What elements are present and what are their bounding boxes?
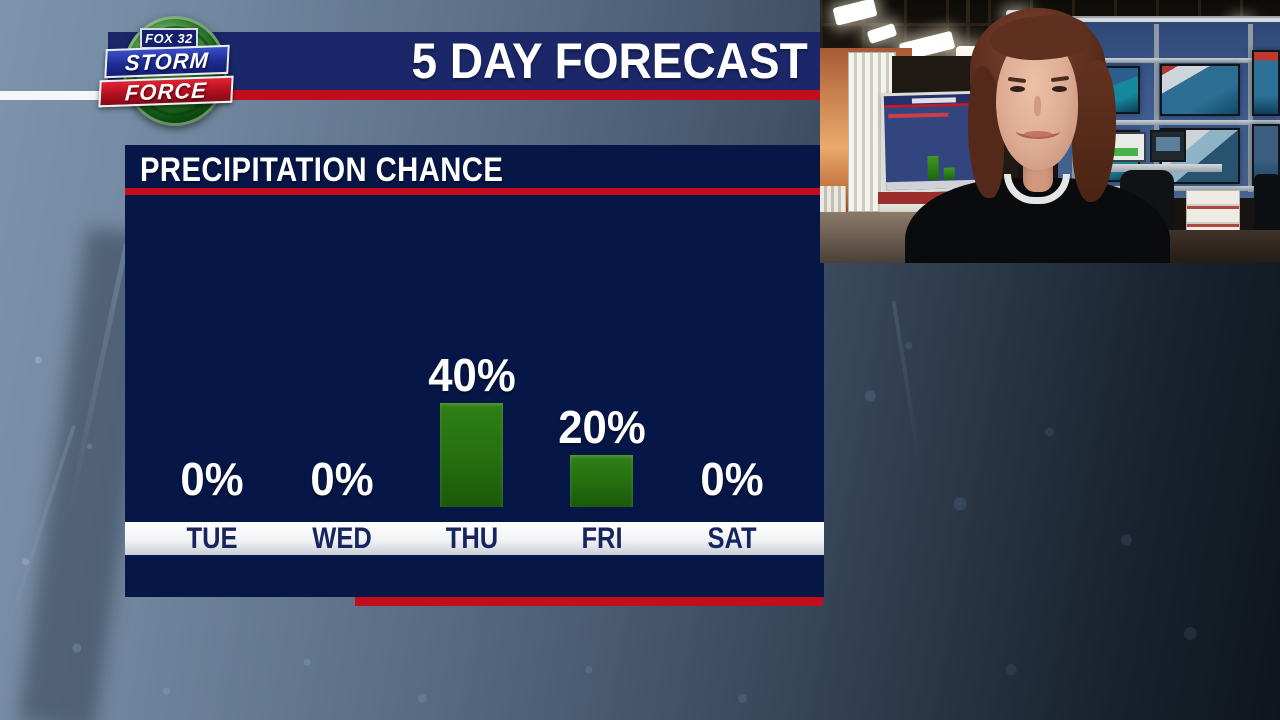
day-label-thu: THU xyxy=(445,522,499,555)
value-label-tue: 0% xyxy=(180,453,244,505)
bar-fri xyxy=(570,455,633,507)
presenter-smile xyxy=(1016,124,1060,139)
mini-bar xyxy=(927,155,939,181)
presenter-eye xyxy=(1010,86,1025,92)
mini-header xyxy=(883,93,979,109)
day-strip: TUE WED THU FRI SAT xyxy=(125,522,824,555)
mini-red-line xyxy=(888,112,949,119)
logo-storm-label: STORM xyxy=(104,44,230,79)
video-inset xyxy=(820,0,1280,263)
wall-monitor xyxy=(1252,50,1280,116)
desk-monitor xyxy=(1150,130,1186,162)
day-label-fri: FRI xyxy=(581,522,623,555)
presenter-nose xyxy=(1034,96,1041,116)
day-label-sat: SAT xyxy=(707,522,757,555)
presenter-lips xyxy=(1024,131,1052,137)
wall-mini-chart xyxy=(883,93,981,191)
header-left-white-line xyxy=(0,91,112,100)
wall-monitor xyxy=(1160,64,1240,116)
title-red-underline xyxy=(125,188,824,195)
presenter-hair-strand xyxy=(1072,60,1116,202)
shelf-post xyxy=(1154,24,1159,192)
rain-streak xyxy=(891,300,923,470)
panel-title: PRECIPITATION CHANCE xyxy=(140,151,504,189)
day-label-wed: WED xyxy=(312,522,372,555)
hanging-lamp-pole xyxy=(966,0,970,48)
value-label-fri: 20% xyxy=(558,401,646,453)
desk-surface xyxy=(1092,164,1222,172)
bottom-red-stripe xyxy=(355,597,823,606)
shelf-bar xyxy=(1060,120,1280,125)
precip-chart: 0% 0% 40% 20% 0% xyxy=(125,145,824,597)
value-label-wed: 0% xyxy=(310,453,374,505)
value-label-thu: 40% xyxy=(428,349,516,401)
precipitation-panel: PRECIPITATION CHANCE 0% 0% 40% 20% 0% TUE WED… xyxy=(125,145,824,597)
day-label-tue: TUE xyxy=(186,522,238,555)
page-title: 5 DAY FORECAST xyxy=(411,33,808,89)
storm-force-logo: FOX 32 STORM FORCE xyxy=(95,4,237,132)
presenter-eye xyxy=(1052,86,1067,92)
shelf-post xyxy=(1248,24,1253,192)
value-label-sat: 0% xyxy=(700,453,764,505)
header-red-stripe xyxy=(108,90,822,100)
bar-thu xyxy=(440,403,503,507)
logo-force-label: FORCE xyxy=(98,75,234,108)
shelf-bar xyxy=(1060,58,1280,63)
mini-bar xyxy=(943,167,955,180)
